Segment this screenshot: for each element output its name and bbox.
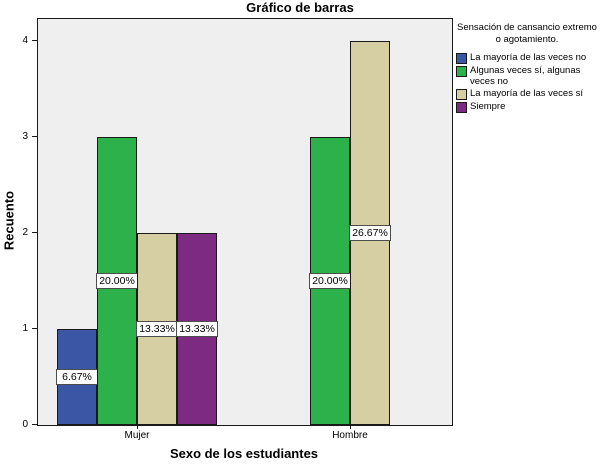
value-label-mujer-series-0: 6.67% xyxy=(56,369,98,385)
value-label-hombre-series-1: 20.00% xyxy=(309,273,351,289)
legend-swatch-icon xyxy=(456,66,467,77)
value-label-mujer-series-2: 13.33% xyxy=(136,321,178,337)
y-tick-mark-0 xyxy=(32,424,37,425)
y-tick-mark-2 xyxy=(32,232,37,233)
legend-title: Sensación de cansancio extremo o agotami… xyxy=(457,22,597,45)
value-label-mujer-series-3: 13.33% xyxy=(176,321,218,337)
legend-item-0: La mayoría de las veces no xyxy=(456,52,598,64)
x-axis-title: Sexo de los estudiantes xyxy=(169,446,319,461)
x-tick-label-hombre: Hombre xyxy=(332,430,368,441)
legend-item-label: Algunas veces sí, algunas veces no xyxy=(470,65,581,87)
chart-title: Gráfico de barras xyxy=(246,0,354,15)
legend-item-label: La mayoría de las veces sí xyxy=(470,88,583,99)
legend-item-3: Siempre xyxy=(456,101,598,113)
y-tick-label-1: 1 xyxy=(22,323,28,334)
value-label-mujer-series-1: 20.00% xyxy=(96,273,138,289)
y-tick-mark-4 xyxy=(32,40,37,41)
legend-item-2: La mayoría de las veces sí xyxy=(456,88,598,100)
legend-item-1: Algunas veces sí, algunas veces no xyxy=(456,65,598,87)
legend: Sensación de cansancio extremo o agotami… xyxy=(456,22,598,114)
legend-swatch-icon xyxy=(456,53,467,64)
legend-swatch-icon xyxy=(456,89,467,100)
y-tick-mark-1 xyxy=(32,328,37,329)
y-tick-mark-3 xyxy=(32,136,37,137)
y-axis-title: Recuento xyxy=(1,190,17,251)
y-tick-label-2: 2 xyxy=(22,227,28,238)
y-tick-label-4: 4 xyxy=(22,35,28,46)
legend-swatch-icon xyxy=(456,102,467,113)
value-label-hombre-series-2: 26.67% xyxy=(349,225,391,241)
y-tick-label-3: 3 xyxy=(22,131,28,142)
x-tick-mark-hombre xyxy=(350,425,351,429)
plot-area: 6.67% 20.00% 13.33% 13.33% 20.00% 26.67% xyxy=(37,18,453,426)
legend-item-label: La mayoría de las veces no xyxy=(470,52,587,63)
x-tick-label-mujer: Mujer xyxy=(124,430,150,441)
legend-items: La mayoría de las veces no Algunas veces … xyxy=(456,52,598,113)
x-tick-mark-mujer xyxy=(137,425,138,429)
y-tick-label-0: 0 xyxy=(22,419,28,430)
legend-item-label: Siempre xyxy=(470,101,506,112)
